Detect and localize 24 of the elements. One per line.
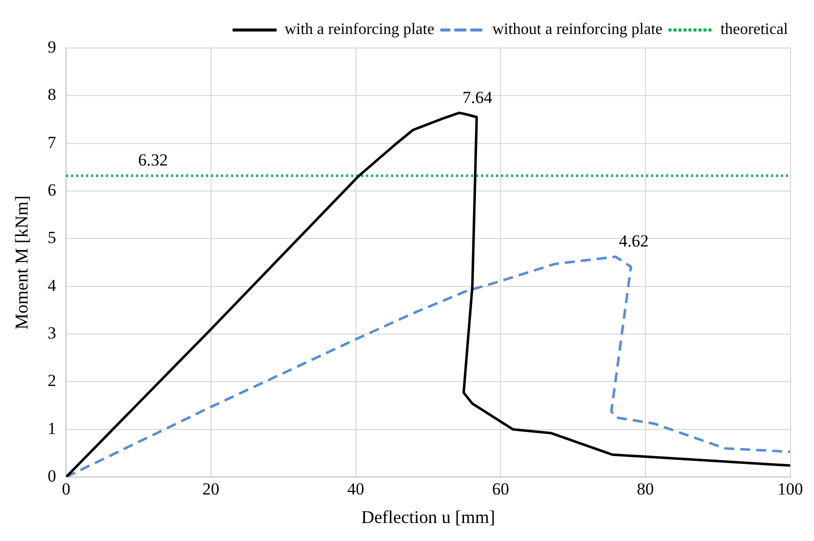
y-tick-label: 5 xyxy=(48,228,56,248)
y-tick-label: 7 xyxy=(48,132,57,152)
y-tick-label: 0 xyxy=(48,466,56,486)
x-tick-label: 60 xyxy=(492,480,510,499)
y-tick-label: 2 xyxy=(48,371,56,390)
x-tick-label: 100 xyxy=(778,480,803,499)
x-axis-title: Deflection u [mm] xyxy=(361,506,496,527)
legend-label: without a reinforcing plate xyxy=(492,21,662,38)
x-tick-label: 20 xyxy=(202,480,220,499)
y-tick-label: 9 xyxy=(48,37,56,56)
annotation: 4.62 xyxy=(618,232,649,251)
x-tick-label: 80 xyxy=(636,480,654,499)
y-tick-label: 6 xyxy=(48,180,56,200)
legend-label: theoretical xyxy=(720,21,789,38)
y-tick-label: 3 xyxy=(48,323,56,342)
y-tick-label: 4 xyxy=(48,276,57,295)
x-tick-label: 40 xyxy=(347,480,364,499)
annotation: 6.32 xyxy=(138,150,168,170)
y-tick-label: 1 xyxy=(48,418,56,438)
y-axis-title: Moment M [kNm] xyxy=(12,196,32,330)
legend-label: with a reinforcing plate xyxy=(284,21,434,38)
x-tick-label: 0 xyxy=(62,480,70,499)
annotation: 7.64 xyxy=(462,88,493,107)
y-tick-label: 8 xyxy=(48,85,56,104)
